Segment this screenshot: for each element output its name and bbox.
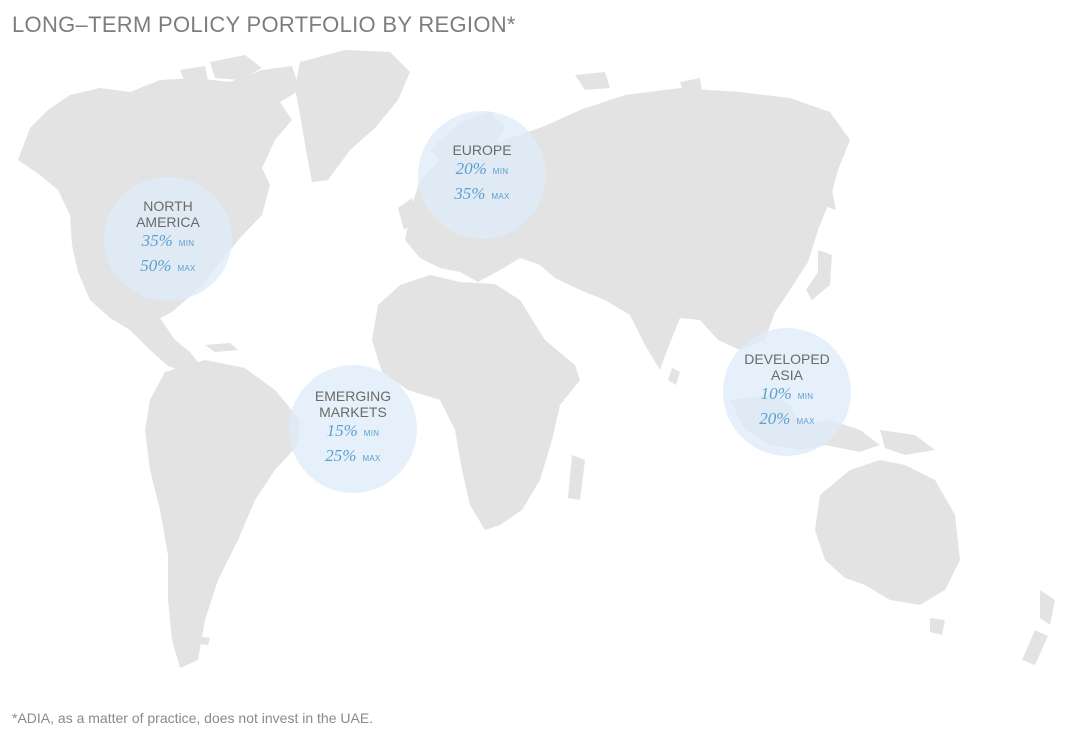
region-bubble-developed-asia: DEVELOPED ASIA 10% MIN 20% MAX [723,328,851,456]
region-bubble-europe: EUROPE 20% MIN 35% MAX [418,111,546,239]
new-zealand [1040,590,1055,625]
allocation-min-row: 20% MIN [456,158,509,183]
tasmania [930,618,945,635]
japan [806,250,832,300]
allocation-max-row: 20% MAX [759,408,814,433]
allocation-min-label: MIN [797,392,814,401]
british-isles [398,198,418,230]
allocation-max-label: MAX [177,264,196,273]
region-bubble-emerging-markets: EMERGING MARKETS 15% MIN 25% MAX [289,365,417,493]
region-bubble-north-america: NORTH AMERICA 35% MIN 50% MAX [104,177,232,301]
allocation-max-row: 25% MAX [325,445,380,470]
allocation-min-row: 15% MIN [327,420,380,445]
allocation-min-value: 20% [455,159,487,178]
arctic-island [210,55,262,80]
allocation-max-label: MAX [796,417,815,426]
allocation-min-label: MIN [178,239,195,248]
south-america-landmass [145,360,300,668]
sri-lanka [668,368,680,385]
allocation-max-row: 50% MAX [140,255,195,280]
new-guinea [880,430,935,455]
region-name: DEVELOPED ASIA [744,351,830,383]
madagascar [568,455,585,500]
page-title: LONG–TERM POLICY PORTFOLIO BY REGION* [12,12,516,37]
footnote: *ADIA, as a matter of practice, does not… [12,710,374,726]
region-name: EMERGING MARKETS [314,388,392,420]
allocation-min-value: 10% [760,384,792,403]
allocation-min-value: 15% [326,421,358,440]
caribbean-island [205,343,238,352]
allocation-max-label: MAX [362,454,381,463]
region-name: EUROPE [452,142,512,158]
allocation-min-label: MIN [492,167,509,176]
arctic-island [680,78,702,94]
allocation-min-row: 35% MIN [142,230,195,255]
allocation-max-value: 50% [140,256,172,275]
africa-landmass [372,275,580,530]
greenland-landmass [295,50,410,182]
allocation-min-row: 10% MIN [761,383,814,408]
australia-landmass [815,460,960,605]
falkland-islands [198,636,210,645]
new-zealand [1022,630,1048,665]
kamchatka [812,170,836,210]
allocation-max-label: MAX [491,192,510,201]
arctic-island [575,72,610,90]
region-name: NORTH AMERICA [136,198,200,230]
allocation-min-label: MIN [363,429,380,438]
allocation-max-value: 35% [454,184,486,203]
allocation-max-value: 25% [325,446,357,465]
allocation-max-row: 35% MAX [454,183,509,208]
allocation-max-value: 20% [759,409,791,428]
allocation-min-value: 35% [141,231,173,250]
arctic-island [180,66,208,82]
